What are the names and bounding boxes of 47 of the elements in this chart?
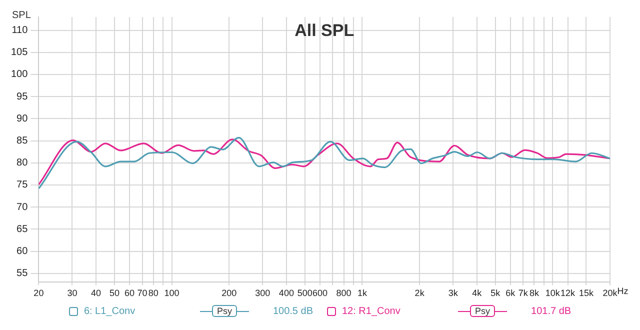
- x-tick-label: 400: [278, 288, 294, 298]
- x-tick-label: 80: [148, 288, 158, 298]
- legend-label: 12: R1_Conv: [342, 306, 402, 316]
- y-tick-label: 90: [16, 113, 28, 124]
- x-tick-label: 2k: [414, 288, 425, 298]
- y-tick-label: 75: [16, 180, 28, 191]
- x-tick-label: 20k: [602, 288, 618, 298]
- x-tick-label: 600: [312, 288, 328, 298]
- x-tick-label: 50: [109, 288, 120, 298]
- x-tick-label: 60: [124, 288, 135, 298]
- x-tick-label: 8k: [529, 288, 540, 298]
- y-tick-label: 70: [16, 202, 28, 213]
- x-tick-label: 40: [91, 288, 102, 298]
- text: Psy: [212, 305, 237, 317]
- text: Psy: [470, 305, 496, 317]
- x-tick-label: 20: [34, 288, 44, 298]
- y-tick-label: 100: [10, 69, 28, 80]
- x-tick-label: 100: [164, 288, 180, 298]
- legend-label: 6: L1_Conv: [84, 306, 136, 316]
- y-tick-label: 85: [16, 136, 28, 147]
- x-tick-label: 300: [255, 288, 270, 298]
- x-tick-label: 6k: [506, 288, 516, 298]
- x-tick-label: 10k: [545, 288, 560, 298]
- x-tick-label: 800: [336, 288, 352, 298]
- y-tick-label: 65: [16, 224, 28, 235]
- chart-title: All SPL: [294, 21, 354, 40]
- y-tick-label: 60: [16, 246, 28, 258]
- y-tick-label: 80: [16, 158, 28, 169]
- y-tick-label: 105: [10, 47, 28, 58]
- x-tick-label: 12k: [560, 288, 576, 298]
- x-axis-title: Hz: [617, 286, 629, 296]
- y-axis-title: SPL: [12, 10, 32, 21]
- x-tick-label: 1k: [357, 288, 368, 298]
- x-tick-label: 15k: [578, 288, 594, 298]
- y-tick-label: 110: [12, 25, 28, 36]
- x-tick-label: 500: [297, 288, 312, 298]
- y-tick-label: 95: [16, 91, 28, 102]
- x-tick-label: 7k: [518, 288, 528, 298]
- x-tick-label: 70: [137, 288, 148, 298]
- y-tick-label: 55: [16, 268, 28, 280]
- x-tick-label: 3k: [448, 288, 458, 298]
- x-tick-label: 4k: [472, 288, 482, 298]
- x-tick-label: 30: [67, 288, 78, 298]
- x-tick-label: 5k: [490, 288, 501, 298]
- text: 101.7 dB: [531, 306, 572, 316]
- text: 100.5 dB: [272, 306, 313, 316]
- x-tick-label: 200: [222, 288, 237, 298]
